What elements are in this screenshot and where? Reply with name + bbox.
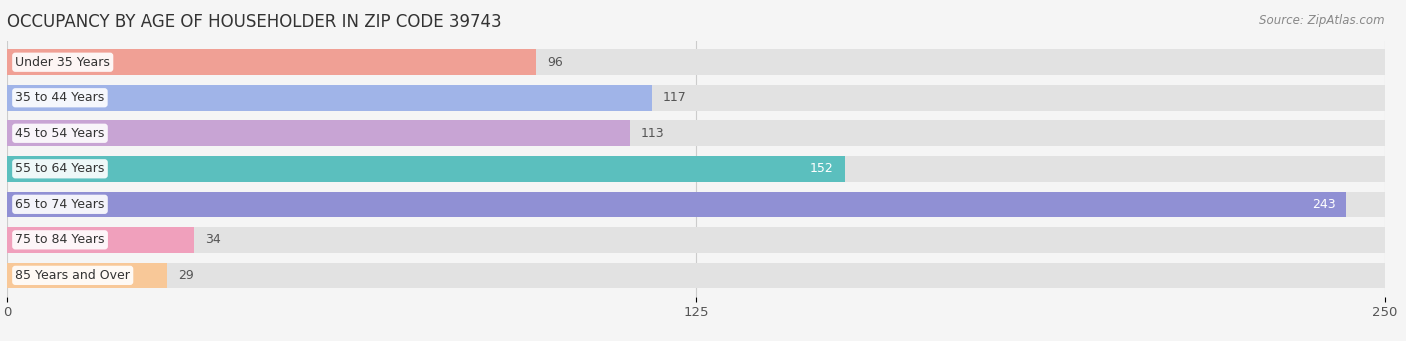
Text: 243: 243 [1312,198,1336,211]
Text: 113: 113 [641,127,665,140]
Bar [7,263,167,288]
Text: Under 35 Years: Under 35 Years [15,56,110,69]
Bar [7,85,1385,110]
Bar [7,227,194,253]
Bar [7,120,630,146]
Bar [7,192,1347,217]
Bar [7,156,845,181]
Text: 75 to 84 Years: 75 to 84 Years [15,233,105,246]
Bar [7,263,1385,288]
Text: 35 to 44 Years: 35 to 44 Years [15,91,104,104]
Text: Source: ZipAtlas.com: Source: ZipAtlas.com [1260,14,1385,27]
Text: 34: 34 [205,233,221,246]
Text: 152: 152 [810,162,834,175]
Bar [7,49,536,75]
Bar [7,227,1385,253]
Bar [7,156,1385,181]
Text: OCCUPANCY BY AGE OF HOUSEHOLDER IN ZIP CODE 39743: OCCUPANCY BY AGE OF HOUSEHOLDER IN ZIP C… [7,13,502,31]
Text: 117: 117 [662,91,686,104]
Text: 65 to 74 Years: 65 to 74 Years [15,198,104,211]
Bar [7,192,1385,217]
Text: 45 to 54 Years: 45 to 54 Years [15,127,104,140]
Text: 96: 96 [547,56,562,69]
Bar [7,120,1385,146]
Text: 29: 29 [179,269,194,282]
Bar [7,85,652,110]
Bar [7,49,1385,75]
Text: 85 Years and Over: 85 Years and Over [15,269,131,282]
Text: 55 to 64 Years: 55 to 64 Years [15,162,104,175]
